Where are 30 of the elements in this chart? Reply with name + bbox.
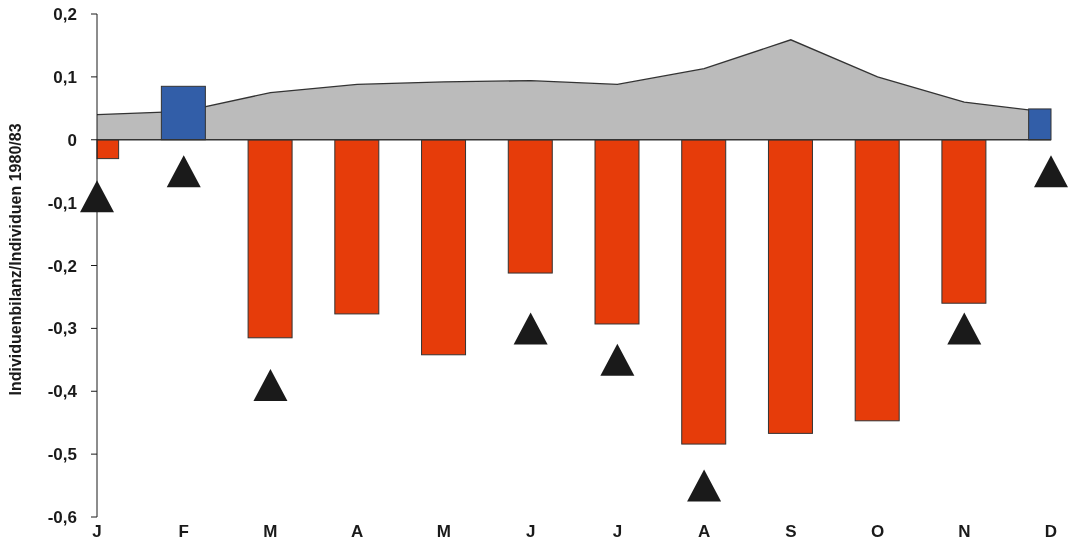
x-tick-label: F xyxy=(178,522,189,542)
x-tick-label: D xyxy=(1044,522,1058,542)
point xyxy=(687,469,722,502)
y-tick-label: -0,2 xyxy=(47,256,77,276)
x-tick-label: J xyxy=(612,522,623,542)
point xyxy=(947,312,982,345)
y-tick-label: 0 xyxy=(67,130,77,150)
x-tick-label: J xyxy=(525,522,536,542)
x-tick-label: A xyxy=(697,522,711,542)
x-tick-label: N xyxy=(958,522,971,542)
point xyxy=(1034,155,1068,188)
y-tick-label: -0,5 xyxy=(47,445,77,465)
y-axis-title: Individuenbilanz/Individuen 1980/83 xyxy=(6,123,24,396)
point xyxy=(166,155,201,188)
point xyxy=(513,312,548,345)
x-tick-label: A xyxy=(351,522,364,542)
y-tick-label: 0,2 xyxy=(53,5,77,25)
point xyxy=(80,180,114,213)
x-tick-label: M xyxy=(436,522,451,542)
y-tick-label: 0,1 xyxy=(53,67,77,87)
x-tick-label: O xyxy=(870,522,885,542)
y-tick-label: -0,3 xyxy=(47,319,77,339)
y-tick-label: -0,4 xyxy=(47,382,78,402)
point xyxy=(600,343,635,376)
x-tick-label: M xyxy=(263,522,278,542)
x-tick-label: S xyxy=(785,522,797,542)
x-tick-label: J xyxy=(92,522,102,542)
y-tick-label: -0,1 xyxy=(47,193,77,213)
y-tick-label: -0,6 xyxy=(47,508,77,528)
point xyxy=(253,368,288,401)
